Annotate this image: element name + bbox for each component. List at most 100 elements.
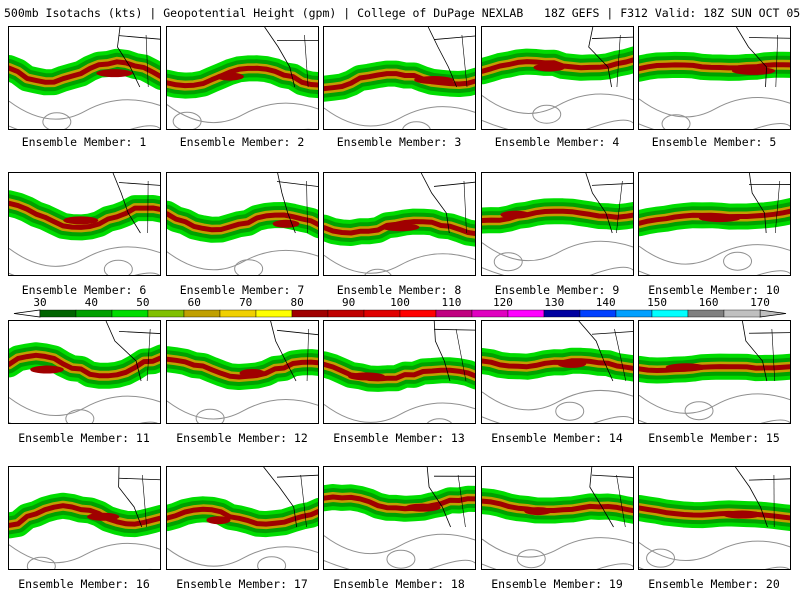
height-contour [639,540,790,562]
coastline [433,321,451,382]
border-line [616,474,626,528]
border-line [775,34,779,88]
border-line [748,332,790,334]
height-contour [167,399,318,420]
colorbar-tick-label: 160 [699,296,719,309]
panel-label: Ensemble Member: 2 [179,135,305,149]
ensemble-map-panel [8,320,161,424]
colorbar-segment [219,309,257,318]
ensemble-map-panel [8,26,161,130]
coastline [105,321,142,382]
height-contour [167,546,318,567]
jet-core [87,512,120,521]
ensemble-map-panel [481,320,634,424]
height-contour [639,97,790,118]
height-contour [65,409,95,423]
jet-core [524,507,552,516]
coastline [589,467,614,528]
height-contour [9,395,160,417]
jet-core [272,219,300,228]
ensemble-map-panel [8,172,161,276]
colorbar-segment [327,309,365,318]
colorbar-segment [615,309,653,318]
jet-stream-map [639,27,790,129]
coastline [585,173,613,234]
height-contour [9,542,160,564]
colorbar-segment [507,309,545,318]
height-contour [482,389,633,411]
border-line [591,474,633,478]
jet-core [698,214,741,223]
height-contour [9,246,160,267]
jet-core [722,510,762,519]
colorbar-segment [399,309,437,318]
border-line [145,34,149,88]
colorbar-segment [723,309,761,318]
height-contour [646,548,676,568]
colorbar-segment [39,309,77,318]
isotach-band [324,494,475,512]
colorbar-tick-label: 120 [493,296,513,309]
ensemble-map-panel [481,172,634,276]
colorbar-segment [291,309,329,318]
jet-core [380,223,420,232]
ensemble-map-panel [166,466,319,570]
panel-label: Ensemble Member: 7 [179,283,305,297]
isotach-band [639,505,790,521]
colorbar-segment [543,309,581,318]
colorbar-tick-label: 60 [188,296,201,309]
jet-core [347,372,386,381]
jet-core [665,363,707,372]
isotach-band [482,498,633,514]
border-line [118,477,160,481]
ensemble-map-panel [166,320,319,424]
ensemble-map-panel [323,172,476,276]
height-contour [195,408,225,423]
height-contour [324,533,475,555]
border-line [614,328,627,382]
height-contour [532,104,562,124]
jet-stream-map [639,321,790,423]
border-line [141,474,147,528]
jet-core [533,63,566,72]
border-line [306,180,308,234]
coastline [427,27,458,88]
isotach-band [167,65,318,89]
jet-core [63,216,99,225]
height-contour [26,556,56,569]
jet-stream-map [324,173,475,275]
colorbar-tick-label: 30 [33,296,46,309]
coastline [735,467,768,528]
border-line [774,180,781,234]
jet-stream-map [324,27,475,129]
height-contour [639,419,790,423]
border-line [591,182,633,186]
colorbar-segment [147,309,185,318]
jet-core [500,210,531,219]
isotach-band [639,62,790,72]
border-line [304,34,309,88]
panel-label: Ensemble Member: 14 [491,431,623,445]
border-line [276,329,318,336]
border-line [591,331,633,335]
border-line [306,328,309,382]
coastline [263,467,298,528]
jet-stream-map [167,173,318,275]
jet-stream-map [482,321,633,423]
panel-label: Ensemble Member: 15 [648,431,780,445]
coastline [112,173,141,234]
height-contour [42,112,72,129]
height-contour [9,421,158,423]
height-contour [555,401,585,421]
panel-label: Ensemble Member: 3 [336,135,462,149]
coastline [420,173,450,234]
ensemble-map-panel [166,172,319,276]
border-line [146,328,151,382]
isotach-band [324,361,475,382]
panel-label: Ensemble Member: 6 [21,283,147,297]
height-contour [257,556,287,569]
colorbar-tick-label: 80 [290,296,303,309]
colorbar-left-arrow [13,309,41,318]
colorbar-segment [111,309,149,318]
border-line [463,180,467,234]
